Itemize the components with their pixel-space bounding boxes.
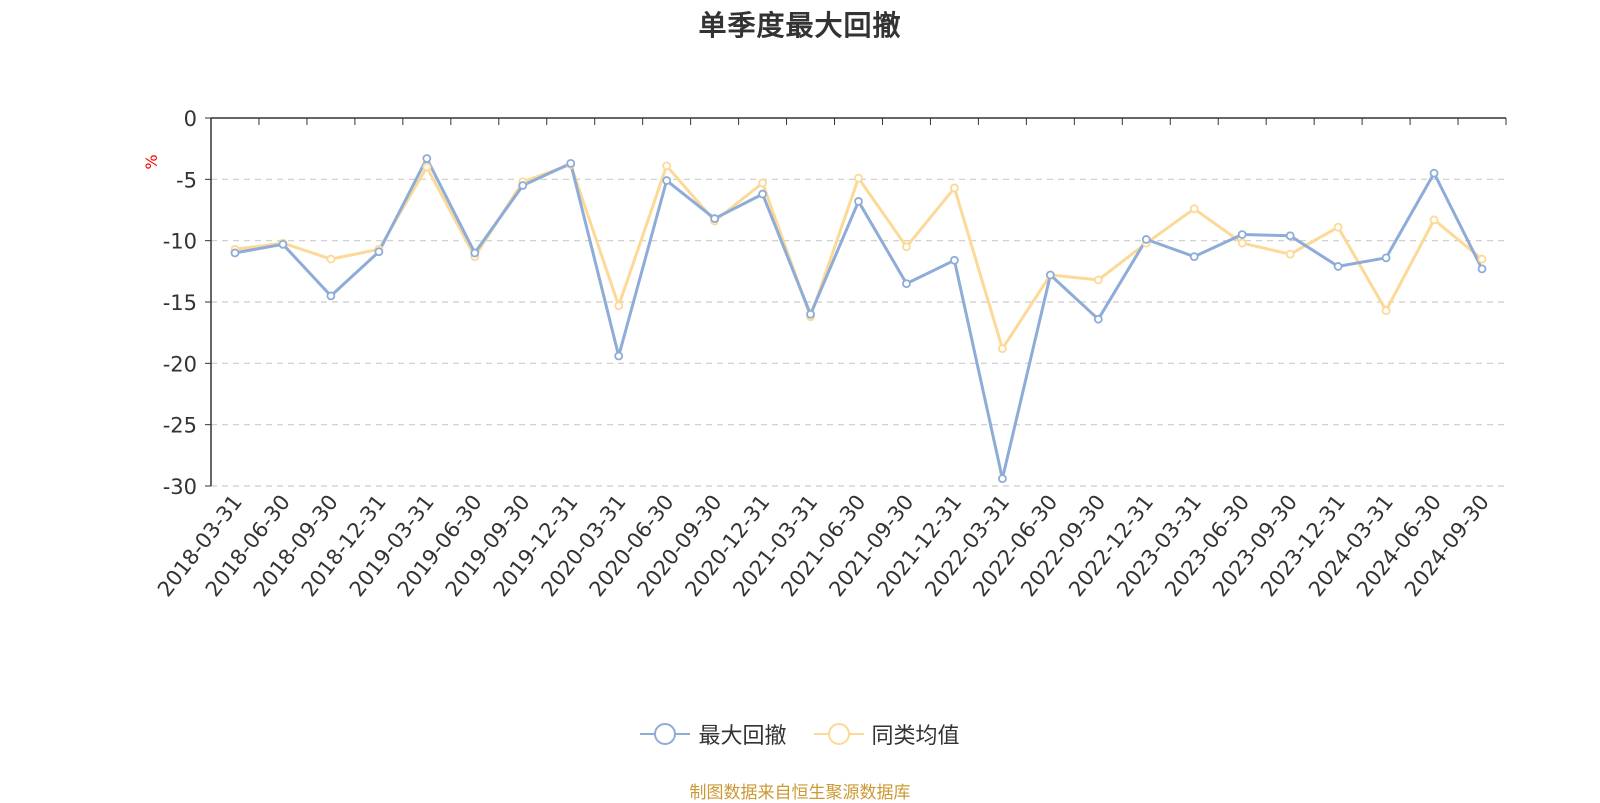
data-point	[1429, 215, 1439, 225]
data-point	[662, 176, 672, 185]
data-point	[1237, 230, 1247, 239]
series-line	[234, 163, 1483, 351]
data-point	[902, 279, 911, 289]
data-point	[566, 158, 576, 168]
axes: 0-5-10-15-20-25-302018-03-312018-06-3020…	[153, 107, 1507, 601]
legend-marker-icon	[640, 723, 691, 745]
chart-title: 单季度最大回撤	[698, 9, 902, 42]
data-point	[278, 239, 288, 249]
data-point	[1285, 249, 1295, 259]
data-point	[422, 154, 432, 163]
data-point	[1093, 314, 1103, 324]
data-point	[662, 161, 672, 171]
data-point	[758, 178, 767, 188]
legend-marker-icon	[813, 723, 864, 745]
data-point	[1237, 238, 1247, 248]
data-point	[1189, 204, 1199, 214]
data-point	[1045, 270, 1055, 280]
data-point	[854, 197, 863, 206]
data-point	[470, 248, 480, 258]
data-point	[230, 248, 240, 258]
data-point	[902, 242, 911, 252]
data-point	[997, 474, 1007, 484]
data-point	[1429, 168, 1439, 178]
series-line	[234, 157, 1484, 481]
source-note: 制图数据来自恒生聚源数据库	[689, 783, 911, 803]
data-point	[1477, 264, 1487, 274]
data-point	[374, 247, 384, 257]
y-tick-label: -25	[163, 414, 197, 438]
data-point	[614, 301, 624, 311]
y-tick-label: -20	[163, 352, 197, 376]
data-point	[806, 309, 815, 319]
legend-item-peer-average[interactable]: 同类均值	[813, 718, 960, 750]
data-point	[1477, 254, 1487, 264]
grid-lines	[211, 178, 1506, 487]
data-point	[1141, 235, 1151, 244]
y-axis-label: %	[142, 154, 161, 169]
y-tick-label: -10	[163, 230, 197, 254]
data-point	[997, 344, 1007, 354]
legend-label: 同类均值	[871, 724, 960, 749]
data-point	[614, 351, 624, 361]
data-point	[758, 189, 767, 199]
legend-item-drawdown[interactable]: 最大回撤	[640, 718, 787, 750]
legend: 最大回撤 同类均值	[0, 718, 1600, 752]
data-point	[326, 291, 336, 301]
data-point	[1381, 306, 1391, 315]
data-point	[1285, 231, 1295, 241]
data-point	[422, 162, 432, 172]
data-point	[950, 183, 959, 193]
y-tick-label: -30	[163, 475, 197, 499]
y-tick-label: -15	[163, 291, 197, 315]
data-point	[326, 254, 336, 264]
y-tick-label: 0	[184, 107, 197, 131]
data-point	[1381, 253, 1391, 263]
data-point	[854, 173, 863, 183]
data-point	[1093, 275, 1103, 285]
series-lines	[230, 154, 1487, 484]
legend-label: 最大回撤	[698, 724, 787, 749]
data-point	[1189, 252, 1199, 262]
data-point	[1333, 222, 1343, 232]
y-tick-label: -5	[176, 168, 197, 192]
data-point	[1333, 262, 1343, 271]
data-point	[950, 255, 959, 265]
data-point	[518, 181, 528, 190]
data-point	[710, 214, 720, 223]
